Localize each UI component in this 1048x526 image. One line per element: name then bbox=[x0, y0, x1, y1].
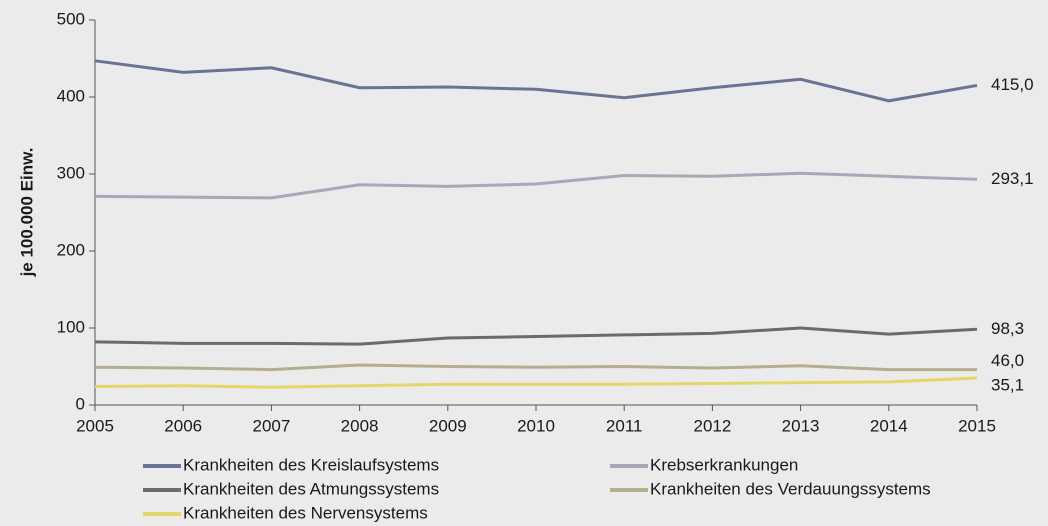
series-line bbox=[94, 59, 978, 103]
y-tick-label: 0 bbox=[76, 394, 85, 413]
y-tick-label: 100 bbox=[57, 317, 85, 336]
series-line bbox=[94, 326, 978, 346]
series-line bbox=[94, 376, 978, 389]
series-line bbox=[94, 171, 978, 200]
x-tick-label: 2009 bbox=[429, 416, 467, 435]
value-label: 293,1 bbox=[991, 169, 1034, 188]
value-label: 98,3 bbox=[991, 319, 1024, 338]
x-tick-label: 2011 bbox=[606, 416, 643, 435]
legend-label: Krankheiten des Atmungssystems bbox=[183, 479, 439, 498]
y-tick-label: 300 bbox=[57, 163, 85, 182]
value-label: 35,1 bbox=[991, 375, 1024, 394]
x-tick-label: 2007 bbox=[252, 416, 290, 435]
x-tick-label: 2015 bbox=[958, 416, 996, 435]
y-tick-label: 500 bbox=[57, 9, 85, 28]
x-tick-label: 2014 bbox=[870, 416, 908, 435]
y-tick-label: 400 bbox=[57, 86, 85, 105]
series-line bbox=[94, 363, 977, 372]
x-tick-label: 2006 bbox=[164, 416, 202, 435]
x-tick-label: 2008 bbox=[341, 416, 379, 435]
x-tick-label: 2005 bbox=[76, 416, 114, 435]
legend-label: Krankheiten des Kreislaufsystems bbox=[183, 455, 439, 474]
legend-label: Krankheiten des Verdauungssystems bbox=[650, 479, 931, 498]
y-tick-label: 200 bbox=[57, 240, 85, 259]
legend-label: Krankheiten des Nervensystems bbox=[183, 503, 428, 522]
legend-label: Krebserkrankungen bbox=[650, 455, 798, 474]
x-tick-label: 2013 bbox=[782, 416, 820, 435]
value-label: 415,0 bbox=[991, 75, 1034, 94]
y-axis-label: je 100.000 Einw. bbox=[17, 148, 36, 278]
value-label: 46,0 bbox=[991, 351, 1024, 370]
x-tick-label: 2012 bbox=[693, 416, 731, 435]
x-tick-label: 2010 bbox=[517, 416, 555, 435]
